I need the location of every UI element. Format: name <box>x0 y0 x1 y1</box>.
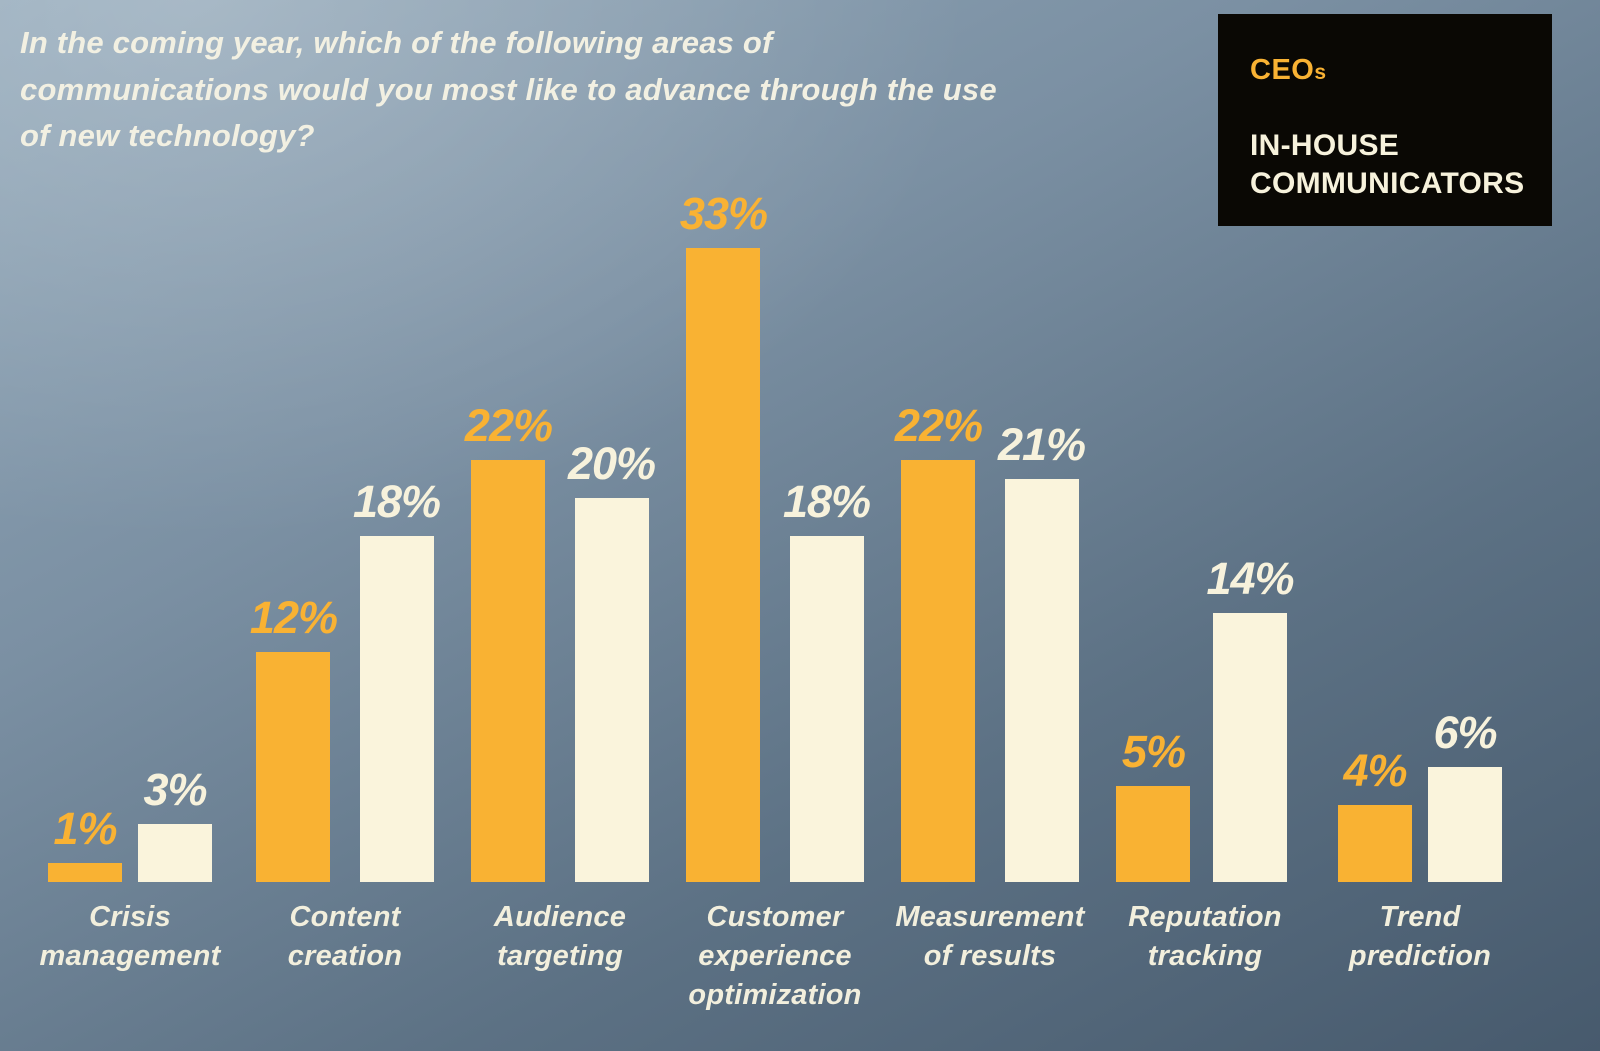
ceo-value-label: 12% <box>249 592 338 643</box>
ceo-bar <box>1338 805 1412 882</box>
category-label: Audience targeting <box>493 901 627 973</box>
legend-inhouse-label: IN-HOUSE COMMUNICATORS <box>1250 129 1525 200</box>
legend-ceos-label: CEOs <box>1250 54 1520 87</box>
bar-group: 4% 6% Trend prediction <box>1320 707 1520 1043</box>
inhouse-bar <box>574 498 649 882</box>
ceo-bar <box>686 248 761 882</box>
inhouse-bar-column: 20% <box>568 438 656 882</box>
category-label: Content creation <box>287 901 403 973</box>
bar-chart: 1% 3% Crisis management 12% 18% Content creat… <box>30 188 1520 1043</box>
ceo-bar-column: 33% <box>679 188 768 882</box>
inhouse-value-label: 18% <box>783 476 871 527</box>
legend-ceos-suffix: s <box>1314 61 1327 84</box>
inhouse-bar-column: 21% <box>998 419 1086 882</box>
bar-pair: 1% 3% <box>48 764 212 882</box>
ceo-value-label: 22% <box>464 400 553 451</box>
category-label: Measurement of results <box>895 901 1085 973</box>
ceo-bar-column: 4% <box>1338 745 1412 882</box>
category-label: Trend prediction <box>1348 901 1492 973</box>
ceo-bar-column: 12% <box>249 592 338 882</box>
inhouse-value-label: 14% <box>1206 553 1294 604</box>
bar-pair: 33% 18% <box>679 188 871 882</box>
bar-pair: 12% 18% <box>249 476 441 882</box>
inhouse-value-label: 3% <box>143 764 207 815</box>
bar-group: 12% 18% Content creation <box>245 476 445 1043</box>
inhouse-bar-column: 3% <box>138 764 212 882</box>
inhouse-value-label: 6% <box>1433 707 1497 758</box>
bar-pair: 4% 6% <box>1338 707 1502 882</box>
inhouse-bar <box>138 824 212 882</box>
bar-group: 22% 20% Audience targeting <box>460 400 660 1043</box>
inhouse-value-label: 21% <box>998 419 1086 470</box>
ceo-bar-column: 22% <box>464 400 553 882</box>
bar-group: 1% 3% Crisis management <box>30 764 230 1043</box>
chart-title: In the coming year, which of the followi… <box>20 25 997 153</box>
category-label: Crisis management <box>39 901 221 973</box>
bar-group: 22% 21% Measurement of results <box>890 400 1090 1043</box>
ceo-bar <box>48 863 122 882</box>
ceo-bar-column: 1% <box>48 803 122 882</box>
inhouse-bar-column: 18% <box>353 476 441 882</box>
ceo-bar <box>901 460 976 882</box>
inhouse-bar-column: 6% <box>1428 707 1502 882</box>
inhouse-value-label: 20% <box>568 438 656 489</box>
inhouse-bar <box>789 536 864 882</box>
inhouse-bar-column: 18% <box>783 476 871 882</box>
ceo-value-label: 4% <box>1343 745 1407 796</box>
category-label: Customer experience optimization <box>688 901 862 1012</box>
ceo-bar-column: 22% <box>894 400 983 882</box>
legend-ceos-text: CEO <box>1250 54 1315 86</box>
ceo-bar <box>471 460 546 882</box>
ceo-bar <box>1116 786 1191 882</box>
ceo-value-label: 1% <box>53 803 117 854</box>
inhouse-value-label: 18% <box>353 476 441 527</box>
ceo-value-label: 5% <box>1121 726 1186 777</box>
category-label: Reputation tracking <box>1128 901 1282 973</box>
ceo-bar <box>256 652 331 882</box>
inhouse-bar <box>1428 767 1502 882</box>
ceo-value-label: 33% <box>679 188 768 239</box>
ceo-bar-column: 5% <box>1116 726 1191 882</box>
bar-pair: 22% 20% <box>464 400 656 882</box>
bar-group: 5% 14% Reputation tracking <box>1105 553 1305 1043</box>
legend: CEOs IN-HOUSE COMMUNICATORS <box>1218 14 1552 226</box>
ceo-value-label: 22% <box>894 400 983 451</box>
inhouse-bar <box>359 536 434 882</box>
inhouse-bar <box>1004 479 1079 882</box>
bar-pair: 5% 14% <box>1116 553 1295 882</box>
bar-pair: 22% 21% <box>894 400 1086 882</box>
bar-group: 33% 18% Customer experience optimization <box>675 188 875 1043</box>
inhouse-bar-column: 14% <box>1206 553 1295 882</box>
inhouse-bar <box>1212 613 1287 882</box>
